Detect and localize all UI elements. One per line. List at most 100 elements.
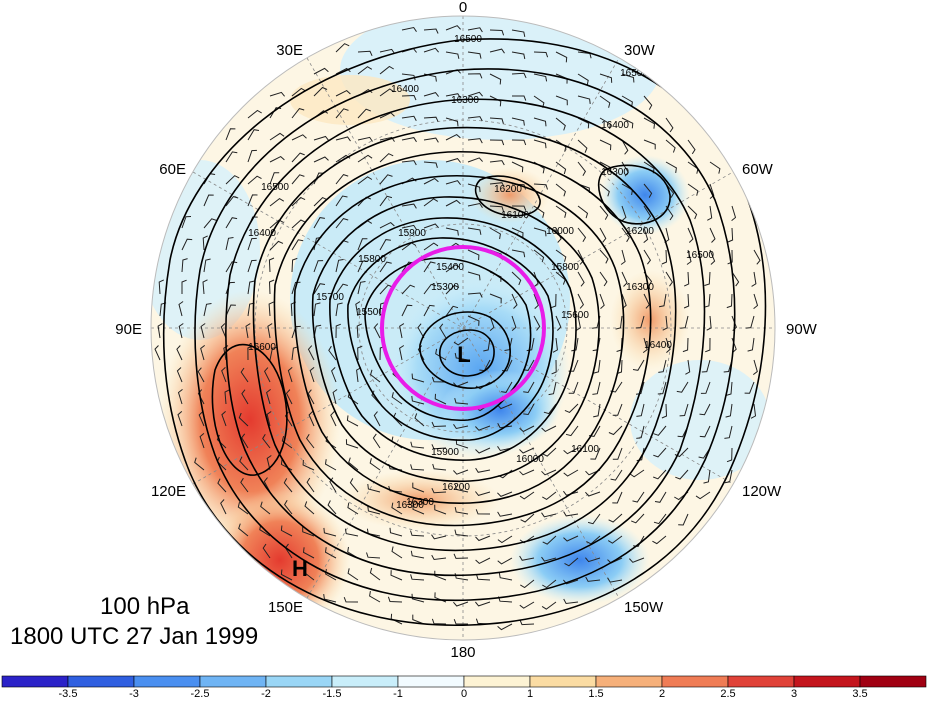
wind-barb	[158, 279, 165, 295]
lon-label-150e: 150E	[268, 599, 303, 616]
wind-barb	[653, 513, 667, 525]
wind-barb	[291, 174, 305, 185]
colorbar-swatch	[265, 675, 333, 688]
wind-barb	[313, 283, 326, 295]
wind-barb	[533, 249, 545, 263]
wind-barb	[357, 108, 371, 119]
wind-barb	[157, 323, 163, 339]
wind-barb	[475, 491, 491, 496]
wind-barb	[724, 469, 733, 484]
wind-barb	[555, 249, 567, 262]
wind-barb	[280, 525, 293, 537]
wind-barb	[467, 91, 483, 97]
wind-barb	[307, 345, 315, 361]
wind-barb	[643, 227, 649, 243]
wind-barb	[643, 205, 652, 221]
wind-barb	[621, 139, 629, 155]
wind-barb	[475, 447, 491, 454]
wind-barb	[379, 261, 392, 273]
map-boundary	[150, 15, 776, 641]
wind-barb	[445, 158, 461, 163]
wind-barb	[291, 346, 299, 361]
wind-barb	[269, 346, 278, 361]
colorbar-tick-label: 2	[658, 688, 666, 700]
wind-barb	[621, 227, 630, 243]
lon-label-90w: 90W	[786, 321, 818, 338]
wind-barb	[467, 27, 483, 33]
wind-barb	[665, 161, 677, 173]
wind-barb	[511, 293, 518, 309]
wind-barb	[744, 381, 755, 394]
wind-barb	[335, 302, 343, 317]
wind-barb	[269, 172, 280, 185]
wind-barb	[431, 618, 447, 625]
contour-label: 16100	[571, 444, 599, 455]
wind-barb	[555, 51, 568, 63]
wind-barb	[154, 345, 161, 361]
time-caption: 1800 UTC 27 Jan 1999	[10, 623, 259, 650]
wind-barb	[417, 323, 425, 339]
contour-label: 16000	[546, 226, 574, 237]
contour-label: 15700	[316, 292, 344, 303]
wind-barb	[709, 249, 716, 265]
contour-label: 16400	[601, 120, 629, 131]
contour-label: 16400	[248, 228, 276, 239]
wind-barb	[685, 359, 691, 375]
wind-barb	[519, 619, 535, 626]
wind-barb	[328, 345, 337, 361]
wind-barb	[599, 117, 611, 130]
wind-barb	[356, 323, 363, 339]
wind-barb	[725, 403, 733, 418]
wind-barb	[335, 195, 348, 207]
wind-barb	[217, 478, 227, 493]
wind-barb	[629, 469, 645, 478]
wind-barb	[369, 458, 381, 471]
wind-barb	[519, 447, 535, 454]
wind-barb	[423, 177, 439, 185]
wind-barb	[599, 73, 613, 83]
wind-barb	[225, 237, 234, 251]
contour-label: 15900	[398, 228, 426, 239]
wind-barb	[434, 504, 447, 515]
wind-barb	[332, 389, 338, 405]
wind-barb	[636, 425, 645, 439]
wind-barb	[454, 507, 469, 515]
wind-barb	[247, 280, 255, 295]
contour-label: 15800	[551, 262, 579, 273]
wind-barb	[726, 447, 733, 463]
wind-barb	[414, 413, 425, 427]
wind-barb	[563, 447, 579, 455]
wind-barb	[707, 205, 713, 221]
wind-barb	[445, 264, 461, 273]
wind-barb	[747, 337, 755, 352]
wind-barb	[335, 89, 351, 97]
wind-barb	[453, 619, 469, 625]
wind-barb	[653, 425, 667, 436]
wind-barb	[313, 156, 329, 163]
wind-barb	[489, 227, 501, 240]
wind-barb	[225, 261, 238, 273]
wind-barb	[453, 424, 469, 430]
wind-barb	[489, 315, 495, 331]
wind-barb	[658, 359, 667, 373]
wind-barb	[423, 283, 437, 295]
wind-barb	[401, 304, 413, 317]
contour-label: 16300	[396, 500, 424, 511]
wind-barb	[489, 73, 502, 85]
wind-barb	[423, 161, 438, 168]
wind-barb	[475, 535, 491, 542]
wind-barb	[511, 205, 527, 211]
wind-barb	[497, 446, 513, 452]
wind-barb	[434, 393, 447, 405]
wind-barb	[542, 579, 557, 589]
contour-label: 16300	[601, 167, 629, 178]
wind-barb	[357, 260, 368, 273]
wind-barb	[577, 117, 590, 129]
contour-label: 15800	[358, 254, 386, 265]
wind-barb	[345, 439, 359, 449]
wind-barb	[445, 93, 461, 99]
wind-barb	[511, 72, 527, 79]
contour-label: 15300	[431, 282, 459, 293]
contour-label: 15600	[561, 310, 589, 321]
wind-barbs	[154, 25, 761, 631]
